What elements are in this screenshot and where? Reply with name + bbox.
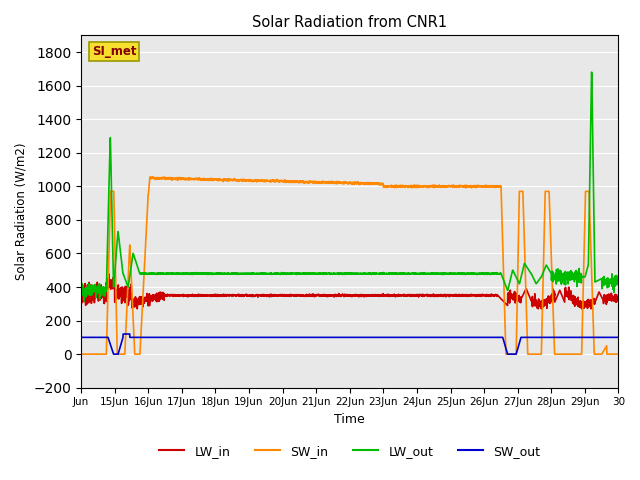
LW_out [614, 280, 622, 286]
LW_out [419, 270, 426, 276]
Line: SW_in: SW_in [81, 177, 618, 354]
LW_in [534, 306, 542, 312]
SW_out [188, 335, 195, 340]
LW_out [588, 70, 595, 75]
Title: Solar Radiation from CNR1: Solar Radiation from CNR1 [252, 15, 447, 30]
SW_out [119, 331, 127, 337]
Y-axis label: Solar Radiation (W/m2): Solar Radiation (W/m2) [15, 143, 28, 280]
Text: SI_met: SI_met [92, 45, 136, 58]
LW_in [614, 297, 622, 303]
SW_in [419, 183, 426, 189]
LW_in [77, 282, 85, 288]
SW_in [147, 174, 154, 180]
LW_out [532, 280, 540, 286]
Line: LW_out: LW_out [81, 72, 618, 301]
SW_out [500, 340, 508, 346]
SW_out [614, 335, 622, 340]
LW_in [419, 293, 426, 299]
Line: LW_in: LW_in [81, 274, 618, 309]
LW_in [466, 292, 474, 298]
SW_out [77, 335, 85, 340]
LW_in [105, 271, 113, 277]
LW_in [532, 300, 540, 306]
SW_in [609, 351, 616, 357]
SW_in [532, 351, 540, 357]
LW_out [188, 272, 195, 277]
SW_out [109, 351, 117, 357]
LW_in [188, 293, 195, 299]
SW_in [77, 351, 85, 357]
SW_in [466, 183, 474, 189]
SW_out [609, 335, 616, 340]
X-axis label: Time: Time [335, 413, 365, 426]
LW_out [81, 298, 88, 304]
LW_out [466, 270, 474, 276]
LW_out [77, 290, 85, 296]
LW_in [609, 293, 616, 299]
SW_out [419, 335, 427, 340]
LW_out [609, 279, 616, 285]
SW_out [467, 335, 474, 340]
LW_out [500, 279, 508, 285]
Line: SW_out: SW_out [81, 334, 618, 354]
Legend: LW_in, SW_in, LW_out, SW_out: LW_in, SW_in, LW_out, SW_out [154, 440, 545, 463]
SW_out [533, 335, 541, 340]
SW_in [614, 351, 622, 357]
SW_in [500, 293, 508, 299]
LW_in [500, 299, 508, 305]
SW_in [188, 176, 195, 182]
